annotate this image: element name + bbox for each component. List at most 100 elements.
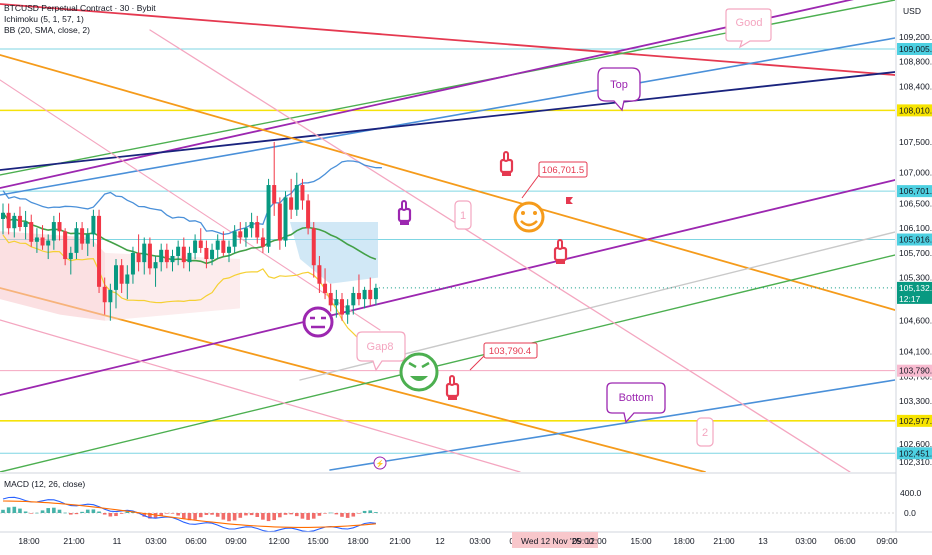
macd-tick-label: 0.0 (904, 508, 916, 518)
candle-body (283, 197, 288, 241)
candle-body (221, 240, 226, 253)
macd-legend[interactable]: MACD (12, 26, close) (4, 479, 86, 489)
macd-histogram-bar (255, 513, 260, 517)
ichimoku-legend[interactable]: Ichimoku (5, 1, 57, 1) (4, 14, 84, 24)
candle-body (153, 262, 158, 269)
macd-histogram-bar (272, 513, 276, 521)
smile-emoji-eye (533, 211, 537, 215)
hand-pointer-icon-cuff (502, 172, 511, 176)
hand-pointer-icon-finger (557, 239, 563, 250)
candle-body (328, 292, 333, 306)
green-channel-bottom (0, 254, 895, 472)
candle-body (29, 222, 34, 242)
price-marker-box (897, 233, 932, 246)
hand-pointer-icon (499, 151, 514, 176)
marker-1-label: 1 (460, 210, 466, 222)
macd-histogram-bar (295, 513, 299, 517)
smile-emoji-mouth (520, 220, 538, 227)
candle-body (80, 228, 85, 244)
callout-106701-pointer (521, 174, 540, 199)
gap-note (356, 331, 406, 372)
macd-histogram-bar (368, 510, 373, 513)
candle-body (114, 265, 118, 290)
chart-legend: BTCUSD Perpetual Contract · 30 · Bybit I… (4, 3, 156, 36)
x-tick-label: 21:00 (389, 536, 411, 546)
time-axis-bg (0, 532, 932, 550)
macd-histogram-bar (57, 509, 62, 513)
macd-histogram-bar (311, 513, 316, 519)
macd-histogram-bar (176, 513, 180, 516)
x-tick-label: 21:00 (713, 536, 735, 546)
macd-histogram-bar (249, 513, 254, 516)
y-tick-label: 107,000.0 (899, 168, 932, 178)
candle-body (340, 299, 344, 315)
macd-histogram-bar (227, 513, 231, 522)
annotations: Good Top Gap8 Bottom 1 2 106,701.5 103,790.4 ⚡ (302, 8, 772, 470)
candle-body (1, 212, 5, 219)
cloud-bearish (0, 231, 105, 321)
y-tick-label: 104,600.0 (899, 316, 932, 326)
grin-emoji (399, 352, 439, 392)
y-tick-label: 102,600.0 (899, 439, 932, 449)
ichimoku-cloud (0, 222, 378, 321)
candle-body (249, 222, 254, 229)
macd-histogram-bar (125, 511, 130, 513)
candle-body (255, 222, 260, 238)
candles (1, 141, 378, 324)
macd-histogram-bar (97, 511, 101, 513)
macd-histogram-bar (210, 513, 214, 515)
macd-histogram-bar (289, 513, 293, 515)
x-tick-label: 06:00 (834, 536, 856, 546)
hand-pointer-icon-finger (449, 375, 455, 386)
callout-106701-label: 106,701.5 (542, 165, 584, 176)
macd-histogram-bar (345, 513, 350, 518)
y-tick-label: 107,500.0 (899, 137, 932, 147)
candle-body (227, 246, 231, 253)
macd-histogram-bar (29, 513, 34, 514)
macd-histogram-bar (215, 513, 220, 517)
grin-emoji-mouth (410, 376, 428, 381)
price-axis-bg (896, 0, 932, 532)
candle-body (91, 215, 96, 235)
price-marker-label: 105,916.8 (899, 235, 932, 245)
macd-histogram-bar (1, 509, 5, 513)
pink-diagonal-3 (0, 79, 381, 331)
macd-histogram-bar (204, 513, 209, 515)
price-marker-box (897, 281, 932, 304)
bollinger-legend[interactable]: BB (20, SMA, close, 2) (4, 25, 90, 35)
y-tick-label: 102,310.0 (899, 457, 932, 467)
macd-histogram-bar (244, 513, 248, 516)
x-tick-label: 09:00 (225, 536, 247, 546)
macd-histogram-bar (328, 512, 333, 514)
macd-histogram-bar (142, 513, 147, 517)
x-tick-label: 03:00 (469, 536, 491, 546)
price-levels (0, 48, 895, 454)
symbol-title[interactable]: BTCUSD Perpetual Contract · 30 · Bybit (4, 3, 156, 13)
macd-histogram-bar (362, 510, 367, 513)
macd-histogram-bar (232, 513, 237, 521)
candle-body (215, 240, 220, 250)
price-axis: USD 109,200.0 108,800.0 108,400.0 107,500.0 1… (895, 0, 932, 532)
x-tick-label: 06:00 (185, 536, 207, 546)
neutral-emoji-outline (302, 306, 334, 338)
macd-tick-label: 400.0 (900, 488, 922, 498)
candle-body (40, 237, 45, 246)
time-axis: 18:00 21:00 11 03:00 06:00 09:00 12:00 15:00 18:… (0, 531, 932, 550)
candle-body (159, 249, 164, 263)
candle-body (164, 249, 169, 263)
macd-histogram-bar (283, 513, 288, 515)
price-marker-countdown: 12:17 (899, 294, 921, 304)
candle-body (334, 299, 339, 306)
cloud-bullish (290, 222, 378, 284)
candle-body (368, 289, 373, 300)
candle-body (17, 215, 22, 227)
hand-pointer-icon-cuff (400, 221, 409, 225)
blue-lower-line (329, 379, 895, 471)
candle-body (108, 289, 113, 303)
x-tick-label: 12:00 (585, 536, 607, 546)
marker-2-label: 2 (702, 427, 708, 439)
currency-label: USD (903, 6, 921, 16)
pink-diagonal-2 (0, 319, 521, 472)
